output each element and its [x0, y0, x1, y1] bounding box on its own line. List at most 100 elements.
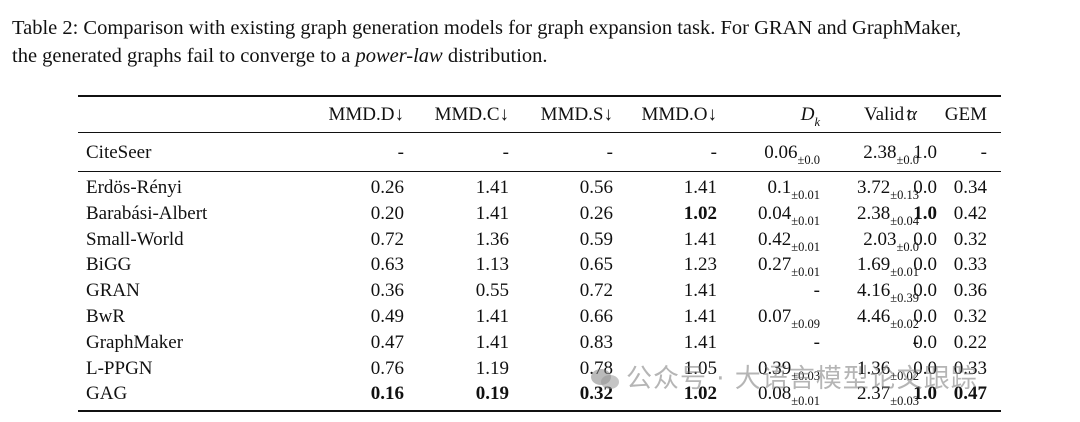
cell-dk: 0.42±0.01 — [758, 227, 820, 254]
cell-alpha: 1.69±0.01 — [857, 252, 919, 279]
cell-alpha: 4.46±0.02 — [857, 304, 919, 331]
model-name: L-PPGN — [86, 357, 153, 379]
reference-mmd-c: - — [502, 142, 509, 163]
cell-mmd-d: 0.47 — [370, 331, 404, 353]
cell-valid: 1.0 — [913, 202, 937, 224]
cell-dk-pm: ±0.01 — [791, 213, 820, 228]
cell-dk-value: 0.08 — [758, 383, 792, 405]
cell-mmd-o: 1.41 — [683, 228, 717, 250]
header-row: MMD.D↓ MMD.C↓ MMD.S↓ MMD.O↓ Dk α Valid↑ … — [78, 102, 1001, 129]
cell-mmd-o: 1.02 — [683, 202, 717, 224]
model-name: GraphMaker — [86, 331, 184, 353]
cell-mmd-d: 0.20 — [370, 202, 404, 224]
cell-mmd-s: 0.26 — [579, 202, 613, 224]
cell-dk-pm: ±0.01 — [791, 265, 820, 280]
cell-mmd-d: 0.26 — [370, 177, 404, 198]
model-name: GAG — [86, 383, 128, 405]
caption-line2-end: distribution. — [442, 45, 548, 67]
reference-model: CiteSeer — [86, 142, 152, 163]
cell-dk-pm: ±0.09 — [791, 317, 820, 331]
cell-dk-value: - — [813, 280, 820, 302]
model-name: Erdös-Rényi — [86, 177, 183, 198]
cell-mmd-o: 1.41 — [683, 280, 717, 302]
cell-mmd-c: 1.19 — [475, 357, 509, 379]
table-row: GRAN 0.36 0.55 0.72 1.41 - 4.16±0.39 0.0 0.36 — [78, 278, 1001, 306]
cell-mmd-s: 0.59 — [579, 228, 613, 250]
cell-gem: 0.22 — [953, 331, 987, 353]
reference-alpha-value: 2.38 — [863, 142, 897, 163]
cell-mmd-d: 0.36 — [370, 280, 404, 302]
section-rule — [78, 171, 1001, 172]
reference-gem: - — [980, 142, 987, 163]
cell-dk: 0.39±0.03 — [758, 356, 820, 383]
cell-mmd-s: 0.32 — [579, 383, 613, 405]
cell-gem: 0.42 — [953, 202, 987, 224]
cell-mmd-s: 0.66 — [579, 306, 613, 327]
cell-gem: 0.32 — [953, 306, 987, 327]
cell-dk-pm: ±0.01 — [791, 239, 820, 254]
table-caption: Table 2: Comparison with existing graph … — [12, 14, 1074, 70]
cell-alpha-value: 3.72 — [857, 177, 891, 198]
reference-alpha: 2.38±0.0 — [863, 140, 920, 167]
header-dk-sub: k — [814, 115, 820, 129]
cell-dk: 0.07±0.09 — [758, 304, 820, 331]
model-name: Small-World — [86, 228, 184, 250]
header-mmd-s: MMD.S↓ — [540, 104, 613, 125]
cell-dk-value: 0.04 — [758, 202, 792, 224]
cell-gem: 0.47 — [953, 383, 987, 405]
cell-alpha: 3.72±0.13 — [857, 175, 919, 202]
cell-mmd-c: 1.41 — [475, 306, 509, 327]
header-gem: GEM — [944, 104, 987, 125]
cell-valid: 0.0 — [913, 228, 937, 250]
cell-mmd-o: 1.02 — [683, 383, 717, 405]
cell-dk-pm: ±0.01 — [791, 188, 820, 202]
cell-mmd-d: 0.16 — [370, 383, 404, 405]
cell-dk: 0.1±0.01 — [767, 175, 821, 202]
model-name: BiGG — [86, 254, 132, 276]
cell-alpha-pm: ±0.13 — [890, 188, 919, 202]
cell-alpha: 2.37±0.03 — [857, 381, 919, 408]
cell-dk-value: 0.39 — [758, 357, 792, 379]
cell-mmd-c: 1.41 — [475, 202, 509, 224]
watermark: 公众号 · 大语言模型论文跟踪 — [590, 358, 978, 395]
top-rule — [78, 95, 1001, 97]
reference-alpha-pm: ±0.0 — [896, 153, 920, 167]
reference-dk: 0.06±0.0 — [764, 140, 820, 167]
table-row: GAG 0.16 0.19 0.32 1.02 0.08±0.01 2.37±0.03 1.0… — [78, 381, 1001, 408]
table-row: Erdös-Rényi 0.26 1.41 0.56 1.41 0.1±0.01 3.72±… — [78, 175, 1001, 202]
cell-mmd-d: 0.76 — [370, 357, 404, 379]
caption-line1: Table 2: Comparison with existing graph … — [12, 17, 962, 39]
cell-mmd-c: 0.55 — [475, 280, 509, 302]
cell-alpha-value: 1.69 — [857, 254, 891, 276]
model-name: GRAN — [86, 280, 140, 302]
cell-alpha-value: 2.03 — [863, 228, 897, 250]
cell-alpha-value: 2.38 — [857, 202, 891, 224]
cell-alpha-pm: ±0.04 — [890, 213, 919, 228]
cell-dk-pm: ±0.03 — [791, 368, 820, 383]
model-name: Barabási-Albert — [86, 202, 208, 224]
cell-gem: 0.34 — [953, 177, 987, 198]
cell-mmd-d: 0.63 — [370, 254, 404, 276]
table-row: GraphMaker 0.47 1.41 0.83 1.41- -0.0 0.22 — [78, 330, 1001, 355]
cell-alpha-value: - — [912, 331, 919, 353]
model-name: BwR — [86, 306, 126, 327]
cell-valid: 0.0 — [913, 280, 937, 302]
cell-valid: 1.0 — [913, 383, 937, 405]
header-mmd-o: MMD.O↓ — [641, 104, 717, 125]
header-mmd-c: MMD.C↓ — [434, 104, 509, 125]
reference-row: CiteSeer - - - - 0.06±0.0 2.38±0.0 1.0 - — [78, 140, 1001, 167]
cell-mmd-c: 1.36 — [475, 228, 509, 250]
cell-mmd-o: 1.41 — [683, 177, 717, 198]
cell-gem: 0.32 — [953, 228, 987, 250]
watermark-text: 公众号 · 大语言模型论文跟踪 — [626, 364, 978, 394]
cell-alpha-value: 4.46 — [857, 306, 891, 327]
caption-line2-start: the generated graphs fail to converge to… — [12, 45, 356, 67]
table-row: BwR 0.49 1.41 0.66 1.41 0.07±0.09 4.46±0.02 0.0… — [78, 304, 1001, 331]
cell-dk-value: 0.1 — [767, 177, 792, 198]
cell-dk-value: 0.42 — [758, 228, 792, 250]
cell-valid: 0.0 — [913, 177, 937, 198]
header-alpha: α — [907, 104, 917, 125]
cell-alpha-pm: ±0.39 — [890, 291, 919, 306]
bottom-rule — [78, 410, 1001, 412]
cell-dk: 0.27±0.01 — [758, 252, 820, 280]
